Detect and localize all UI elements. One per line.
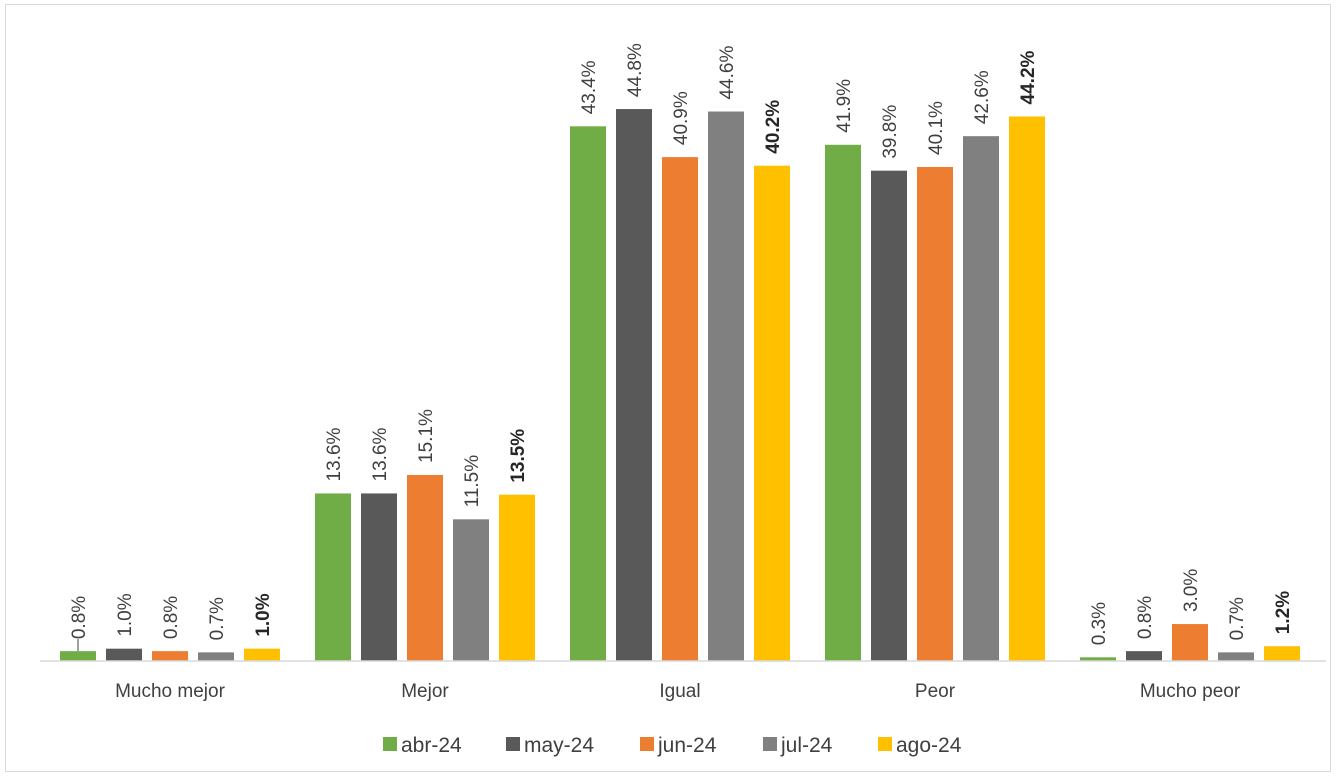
data-label: 13.6% (324, 427, 345, 481)
data-label: 15.1% (416, 409, 437, 463)
category-label: Igual (659, 681, 700, 702)
legend-label: jul-24 (780, 734, 833, 757)
bar-abr-24-3 (825, 144, 861, 662)
bar-jun-24-0 (152, 651, 188, 661)
data-label: 41.9% (834, 79, 855, 133)
data-label: 0.8% (161, 596, 182, 639)
category-label: Mucho mejor (115, 681, 225, 702)
data-label: 40.1% (926, 101, 947, 155)
legend-label: ago-24 (896, 734, 962, 757)
bar-abr-24-1 (315, 493, 351, 661)
data-label: 0.3% (1089, 602, 1110, 645)
bar-abr-24-2 (570, 126, 606, 661)
data-label: 40.9% (671, 91, 692, 145)
bar-ago-24-1 (499, 494, 535, 661)
data-label: 44.8% (625, 43, 646, 97)
data-label: 43.4% (579, 60, 600, 114)
data-label: 13.5% (508, 429, 529, 483)
data-label: 0.8% (69, 596, 90, 639)
data-label: 13.6% (370, 427, 391, 481)
data-label: 3.0% (1181, 569, 1202, 612)
legend-label: may-24 (524, 734, 594, 757)
bar-abr-24-0 (60, 651, 96, 661)
bar-jul-24-3 (963, 136, 999, 662)
data-label: 1.0% (115, 593, 136, 636)
bar-may-24-4 (1126, 651, 1162, 661)
legend-swatch-may-24 (506, 737, 520, 751)
legend-label: jun-24 (657, 734, 717, 757)
data-label: 0.8% (1135, 596, 1156, 639)
bar-ago-24-2 (754, 165, 790, 661)
bar-jul-24-1 (453, 519, 489, 661)
bar-jun-24-3 (917, 166, 953, 661)
bar-jul-24-2 (708, 111, 744, 661)
legend-swatch-jun-24 (640, 737, 654, 751)
data-label: 42.6% (972, 70, 993, 124)
legend-swatch-abr-24 (383, 737, 397, 751)
category-label: Peor (915, 681, 956, 702)
data-label: 39.8% (880, 105, 901, 159)
category-label: Mucho peor (1140, 681, 1241, 702)
data-label: 44.2% (1018, 50, 1039, 104)
bar-ago-24-0 (244, 648, 280, 661)
category-labels-layer: Mucho mejor Mejor Igual Peor Mucho peor (115, 681, 1241, 702)
bar-abr-24-4 (1080, 657, 1116, 661)
legend-swatch-jul-24 (763, 737, 777, 751)
bar-ago-24-4 (1264, 646, 1300, 661)
bar-jun-24-4 (1172, 624, 1208, 661)
bar-may-24-3 (871, 170, 907, 661)
legend: abr-24 may-24 jun-24 jul-24 ago-24 (383, 734, 962, 757)
data-label: 0.7% (207, 597, 228, 640)
data-label: 0.7% (1227, 597, 1248, 640)
bar-may-24-0 (106, 648, 142, 661)
bars-layer (60, 109, 1300, 662)
bar-may-24-1 (361, 493, 397, 661)
data-label: 1.2% (1273, 591, 1294, 634)
bar-jun-24-1 (407, 474, 443, 661)
bar-jul-24-0 (198, 652, 234, 661)
bar-jun-24-2 (662, 157, 698, 661)
data-labels-layer: 0.8% 1.0% 0.8% 0.7% 1.0% 13.6% 13.6% 15.1% 11.5%… (69, 43, 1294, 651)
legend-label: abr-24 (401, 734, 462, 757)
category-label: Mejor (401, 681, 449, 702)
data-label: 11.5% (462, 455, 483, 508)
bar-jul-24-4 (1218, 652, 1254, 661)
data-label: 40.2% (763, 100, 784, 154)
legend-swatch-ago-24 (878, 737, 892, 751)
data-label: 44.6% (717, 46, 738, 100)
bar-ago-24-3 (1009, 116, 1045, 662)
data-label: 1.0% (253, 593, 274, 636)
bar-may-24-2 (616, 109, 652, 661)
